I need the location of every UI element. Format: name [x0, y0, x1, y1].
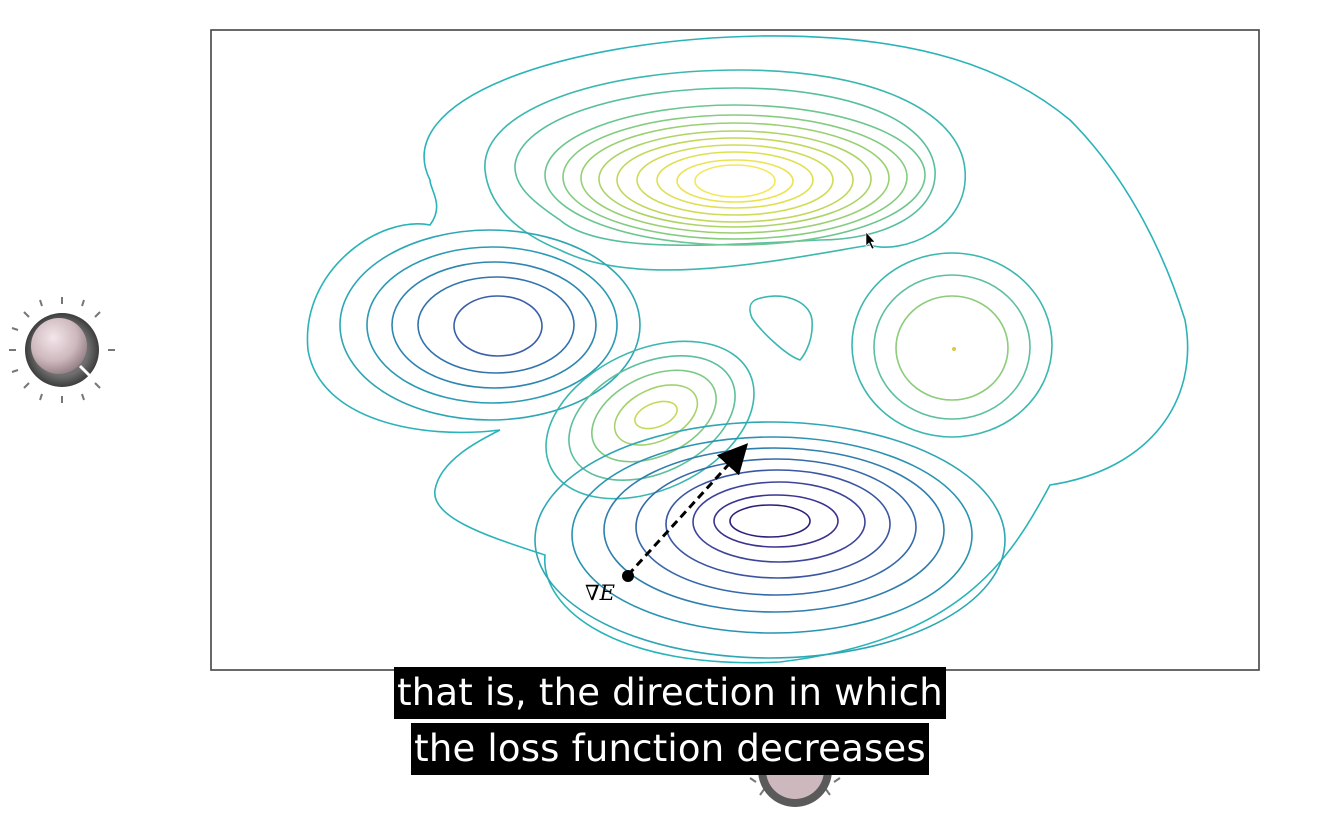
- volume-knob-icon[interactable]: [749, 770, 841, 807]
- volume-knob-icon[interactable]: [9, 297, 115, 403]
- plot-frame: [210, 29, 1260, 671]
- gradient-arrow: [622, 443, 749, 582]
- mouse-pointer-icon: [865, 231, 876, 250]
- subtitle-line-1: that is, the direction in which: [0, 667, 1340, 719]
- subtitle-line-2: the loss function decreases: [0, 723, 1340, 775]
- contour-plot: [306, 35, 1189, 664]
- subtitle-text: that is, the direction in which: [394, 667, 946, 719]
- gradient-origin-dot: [622, 570, 634, 582]
- subtitle-text: the loss function decreases: [411, 723, 929, 775]
- gradient-label: ∇E: [585, 581, 615, 605]
